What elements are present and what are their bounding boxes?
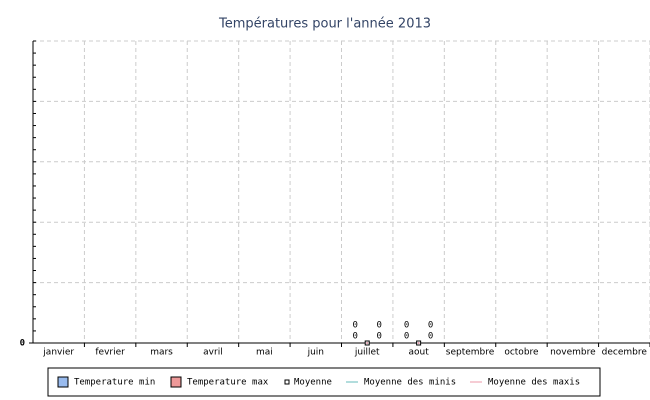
value-label: 0 (376, 332, 381, 342)
x-tick-label: aout (408, 348, 429, 358)
legend-swatch (284, 379, 290, 385)
legend-label: Moyenne des minis (364, 378, 456, 388)
x-tick-label: avril (203, 348, 223, 358)
x-tick-label: septembre (446, 348, 495, 358)
legend-label: Temperature max (187, 378, 269, 388)
x-tick-label: fevrier (95, 348, 125, 358)
value-label: 0 (376, 321, 381, 331)
x-tick-label: mai (256, 348, 273, 358)
x-tick-label: janvier (42, 348, 74, 358)
x-tick-label: juin (307, 348, 324, 358)
x-tick-label: novembre (550, 348, 596, 358)
value-label: 0 (428, 332, 433, 342)
y-tick-label: 0 (20, 339, 25, 349)
legend-label: Moyenne (294, 378, 332, 388)
line-point (366, 342, 369, 344)
legend-swatch (57, 376, 69, 388)
x-tick-label: decembre (602, 348, 648, 358)
x-tick-label: octobre (504, 348, 539, 358)
legend-swatch (170, 376, 182, 388)
value-label: 0 (428, 321, 433, 331)
value-label: 0 (352, 332, 357, 342)
value-label: 0 (352, 321, 357, 331)
x-tick-label: mars (150, 348, 173, 358)
value-label: 0 (404, 321, 409, 331)
x-tick-label: juillet (354, 348, 380, 358)
line-point (417, 342, 420, 344)
legend-label: Moyenne des maxis (488, 378, 580, 388)
chart-title: Températures pour l'année 2013 (218, 17, 431, 32)
value-label: 0 (404, 332, 409, 342)
legend-label: Temperature min (74, 378, 155, 388)
legend-box (47, 367, 601, 397)
